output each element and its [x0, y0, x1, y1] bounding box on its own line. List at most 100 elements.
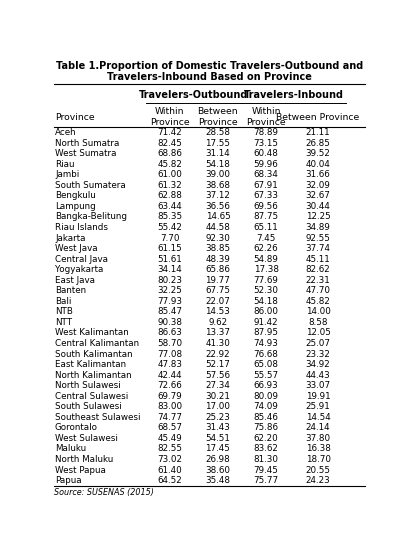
Text: 76.68: 76.68	[254, 349, 278, 358]
Text: 68.86: 68.86	[158, 149, 182, 158]
Text: 8.58: 8.58	[309, 318, 328, 327]
Text: 22.07: 22.07	[206, 297, 230, 306]
Text: 79.45: 79.45	[254, 466, 278, 475]
Text: 42.44: 42.44	[158, 371, 182, 380]
Text: 25.07: 25.07	[306, 339, 330, 348]
Text: 36.56: 36.56	[206, 202, 230, 211]
Text: West Java: West Java	[55, 244, 98, 253]
Text: 30.44: 30.44	[306, 202, 330, 211]
Text: 14.65: 14.65	[206, 212, 230, 221]
Text: 7.45: 7.45	[256, 234, 276, 243]
Text: Travelers-Outbound: Travelers-Outbound	[139, 91, 249, 101]
Text: 80.23: 80.23	[157, 276, 182, 285]
Text: 17.45: 17.45	[206, 444, 230, 453]
Text: 91.42: 91.42	[254, 318, 278, 327]
Text: 24.14: 24.14	[306, 423, 330, 433]
Text: 21.11: 21.11	[306, 128, 330, 137]
Text: 17.00: 17.00	[206, 402, 230, 411]
Text: 32.09: 32.09	[306, 181, 330, 190]
Text: 39.52: 39.52	[306, 149, 330, 158]
Text: 52.30: 52.30	[254, 286, 278, 295]
Text: 83.00: 83.00	[157, 402, 182, 411]
Text: 25.91: 25.91	[306, 402, 330, 411]
Text: 68.34: 68.34	[254, 170, 278, 179]
Text: 67.75: 67.75	[206, 286, 230, 295]
Text: 69.79: 69.79	[158, 392, 182, 401]
Text: Banten: Banten	[55, 286, 86, 295]
Text: NTT: NTT	[55, 318, 72, 327]
Text: 45.11: 45.11	[306, 255, 330, 264]
Text: 73.02: 73.02	[157, 455, 182, 464]
Text: West Sulawesi: West Sulawesi	[55, 434, 118, 443]
Text: 19.77: 19.77	[206, 276, 230, 285]
Text: 72.66: 72.66	[158, 381, 182, 390]
Text: 34.14: 34.14	[158, 265, 182, 274]
Text: 39.00: 39.00	[206, 170, 230, 179]
Text: Yogyakarta: Yogyakarta	[55, 265, 103, 274]
Text: West Papua: West Papua	[55, 466, 106, 475]
Text: 38.68: 38.68	[206, 181, 230, 190]
Text: North Kalimantan: North Kalimantan	[55, 371, 131, 380]
Text: 14.53: 14.53	[206, 307, 230, 316]
Text: Within
Province: Within Province	[150, 107, 190, 127]
Text: 31.66: 31.66	[306, 170, 330, 179]
Text: 83.62: 83.62	[254, 444, 278, 453]
Text: 75.77: 75.77	[254, 476, 279, 485]
Text: 86.00: 86.00	[254, 307, 278, 316]
Text: 82.45: 82.45	[158, 139, 182, 148]
Text: 47.70: 47.70	[306, 286, 330, 295]
Text: 61.15: 61.15	[158, 244, 182, 253]
Text: 66.93: 66.93	[254, 381, 278, 390]
Text: 85.46: 85.46	[254, 413, 278, 422]
Text: 82.62: 82.62	[306, 265, 330, 274]
Text: Riau: Riau	[55, 160, 74, 169]
Text: 37.74: 37.74	[306, 244, 330, 253]
Text: 25.23: 25.23	[206, 413, 230, 422]
Text: 90.38: 90.38	[157, 318, 182, 327]
Text: 23.32: 23.32	[306, 349, 330, 358]
Text: 54.18: 54.18	[206, 160, 230, 169]
Text: 74.09: 74.09	[254, 402, 278, 411]
Text: 82.55: 82.55	[157, 444, 182, 453]
Text: Bengkulu: Bengkulu	[55, 191, 96, 200]
Text: Gorontalo: Gorontalo	[55, 423, 98, 433]
Text: 62.26: 62.26	[254, 244, 278, 253]
Text: 78.89: 78.89	[254, 128, 278, 137]
Text: 41.30: 41.30	[206, 339, 230, 348]
Text: West Kalimantan: West Kalimantan	[55, 329, 129, 338]
Text: 44.58: 44.58	[206, 223, 230, 232]
Text: 22.31: 22.31	[306, 276, 330, 285]
Text: 17.38: 17.38	[254, 265, 278, 274]
Text: Jakarta: Jakarta	[55, 234, 85, 243]
Text: Papua: Papua	[55, 476, 81, 485]
Text: Central Sulawesi: Central Sulawesi	[55, 392, 128, 401]
Text: 24.23: 24.23	[306, 476, 330, 485]
Text: 48.39: 48.39	[206, 255, 230, 264]
Text: Within
Province: Within Province	[246, 107, 286, 127]
Text: 61.40: 61.40	[158, 466, 182, 475]
Text: Province: Province	[55, 112, 94, 121]
Text: 85.35: 85.35	[157, 212, 182, 221]
Text: Bali: Bali	[55, 297, 71, 306]
Text: 92.55: 92.55	[306, 234, 330, 243]
Text: NTB: NTB	[55, 307, 73, 316]
Text: 64.52: 64.52	[158, 476, 182, 485]
Text: 19.91: 19.91	[306, 392, 330, 401]
Text: 17.55: 17.55	[206, 139, 230, 148]
Text: Between
Province: Between Province	[198, 107, 238, 127]
Text: 58.70: 58.70	[157, 339, 182, 348]
Text: 37.12: 37.12	[206, 191, 230, 200]
Text: North Maluku: North Maluku	[55, 455, 113, 464]
Text: 69.56: 69.56	[254, 202, 278, 211]
Text: 85.47: 85.47	[157, 307, 182, 316]
Text: 45.49: 45.49	[158, 434, 182, 443]
Text: 86.63: 86.63	[158, 329, 182, 338]
Text: 45.82: 45.82	[306, 297, 330, 306]
Text: West Sumatra: West Sumatra	[55, 149, 116, 158]
Text: 47.83: 47.83	[157, 360, 182, 369]
Text: 26.85: 26.85	[306, 139, 330, 148]
Text: North Sumatra: North Sumatra	[55, 139, 119, 148]
Text: South Kalimantan: South Kalimantan	[55, 349, 133, 358]
Text: 80.09: 80.09	[254, 392, 278, 401]
Text: Lampung: Lampung	[55, 202, 96, 211]
